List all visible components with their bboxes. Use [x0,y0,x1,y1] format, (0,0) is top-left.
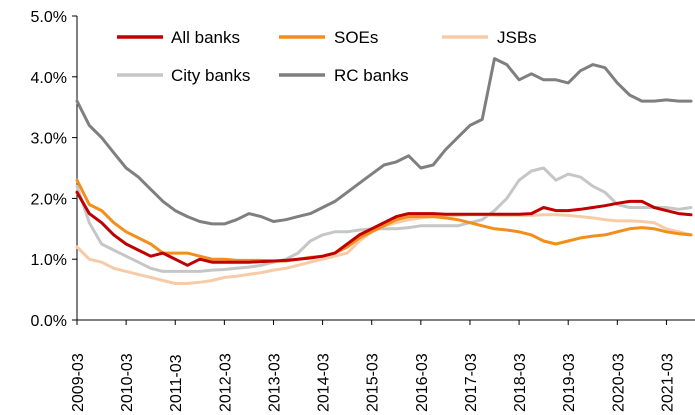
x-tick-label: 2016-03 [414,353,431,412]
x-tick-label: 2010-03 [119,353,136,412]
x-tick-label: 2015-03 [365,353,382,412]
series-line-soes [75,178,693,263]
legend-label-jsbs: JSBs [497,28,537,47]
y-tick-label: 4.0% [31,70,67,87]
series-line-all-banks [75,190,693,267]
x-tick-label: 2017-03 [463,353,480,412]
y-tick-label: 3.0% [31,131,67,148]
series-lines [75,57,693,285]
legend: All banks SOEs JSBs City banks RC banks [117,28,537,85]
series-line-city-banks [75,166,693,273]
legend-label-city-banks: City banks [171,66,250,85]
legend-label-rc-banks: RC banks [334,66,409,85]
x-tick-label: 2011-03 [168,354,185,412]
legend-label-soes: SOEs [334,28,378,47]
x-tick-label: 2019-03 [561,353,578,412]
x-tick-label: 2013-03 [266,353,283,412]
tick-labels: 0.0% 1.0% 2.0% 3.0% 4.0% 5.0% 2009-03 2010-03 20… [31,9,677,412]
x-tick-label: 2021-03 [659,353,676,412]
series-line-rc-banks [75,57,693,226]
y-tick-label: 5.0% [31,9,67,26]
y-tick-label: 2.0% [31,191,67,208]
axes [72,15,695,325]
x-tick-label: 2018-03 [512,353,529,412]
x-tick-label: 2014-03 [316,353,333,412]
y-tick-label: 0.0% [31,313,67,330]
legend-label-all-banks: All banks [171,28,240,47]
x-tick-label: 2012-03 [217,353,234,412]
y-tick-label: 1.0% [31,252,67,269]
x-tick-label: 2009-03 [70,353,87,412]
x-tick-label: 2020-03 [610,353,627,412]
